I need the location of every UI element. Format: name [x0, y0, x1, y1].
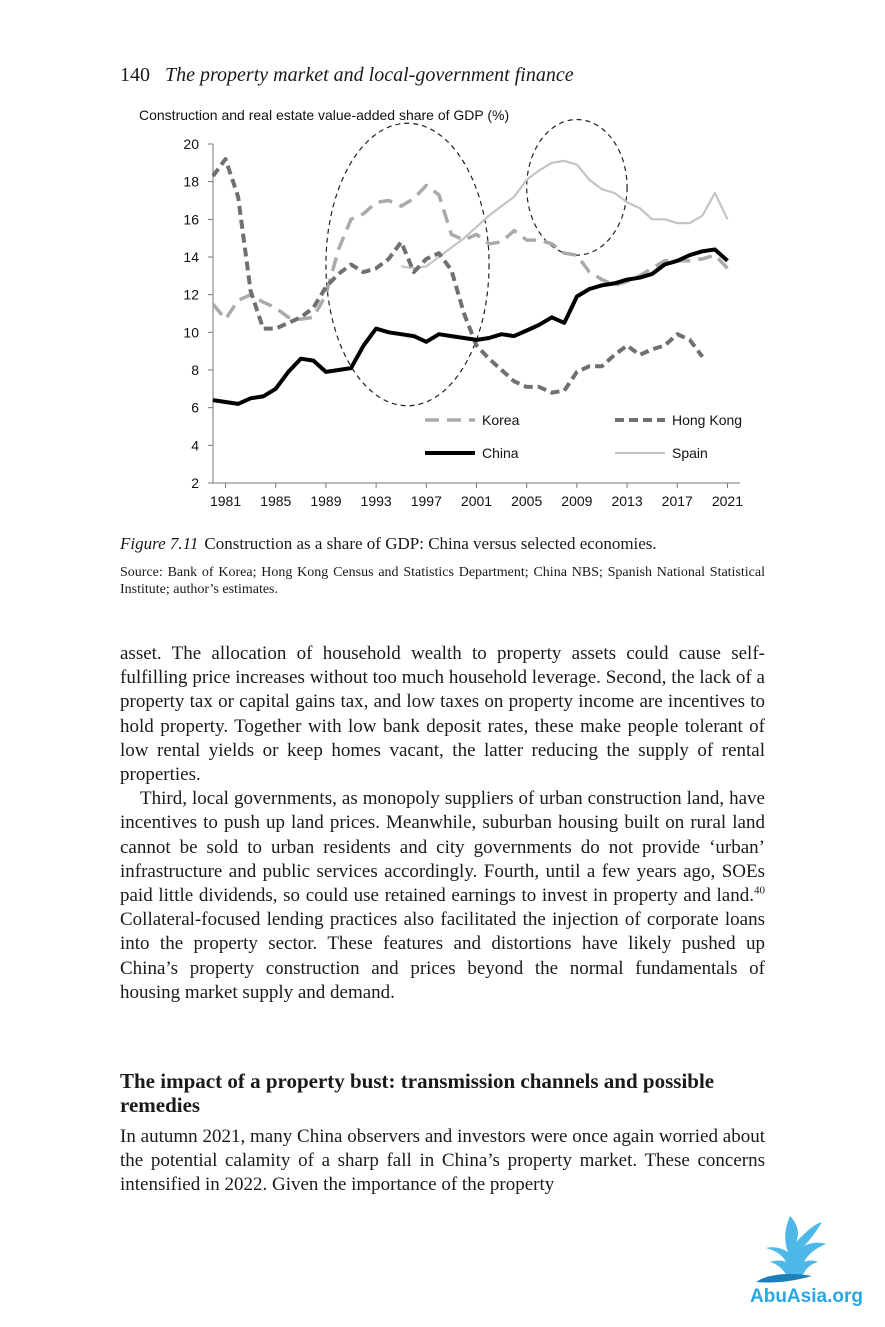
- figure-caption: Figure 7.11 Construction as a share of GD…: [120, 534, 765, 554]
- figure-chart: Construction and real estate value-added…: [130, 100, 750, 520]
- watermark-logo: AbuAsia.org: [748, 1210, 884, 1310]
- footnote-marker[interactable]: 40: [754, 884, 765, 897]
- series-line-korea: [211, 183, 729, 321]
- x-tick-label: 2021: [712, 493, 743, 509]
- section-heading: The impact of a property bust: transmiss…: [120, 1069, 715, 1117]
- x-tick-label: 1997: [411, 493, 442, 509]
- chart-series: [211, 157, 729, 406]
- chart-axes: 2 4 6 8 10 12 14 16 18 20 1981 1985 1989 1993 1997 2001…: [183, 136, 743, 509]
- y-tick-label: 6: [191, 400, 199, 416]
- y-tick-label: 12: [183, 287, 199, 303]
- figure-caption-text: Construction as a share of GDP: China ve…: [204, 534, 657, 553]
- series-line-china: [212, 247, 729, 406]
- figure-label: Figure 7.11: [120, 534, 199, 553]
- chart-legend: Korea Hong Kong China Spain: [425, 412, 742, 461]
- chart-svg: Construction and real estate value-added…: [139, 107, 743, 509]
- x-tick-label: 1985: [260, 493, 291, 509]
- legend-label-korea: Korea: [482, 412, 520, 428]
- body-text-block: asset. The allocation of household wealt…: [120, 642, 765, 1005]
- x-tick-label: 2005: [511, 493, 542, 509]
- dashed-ellipse-annotation: [325, 122, 490, 407]
- legend-label-china: China: [482, 445, 519, 461]
- x-tick-label: 1993: [361, 493, 392, 509]
- eagle-logo-icon: [756, 1216, 826, 1283]
- paragraph-text: Third, local governments, as monopoly su…: [120, 788, 765, 907]
- series-line-spain: [401, 159, 729, 270]
- chart-annotations: [325, 118, 628, 407]
- y-tick-label: 10: [183, 324, 199, 340]
- x-tick-label: 1989: [310, 493, 341, 509]
- series-line-hong-kong: [211, 157, 705, 395]
- y-tick-label: 4: [191, 437, 199, 453]
- y-tick-label: 16: [183, 211, 199, 227]
- x-tick-label: 2001: [461, 493, 492, 509]
- dashed-ellipse-annotation: [526, 118, 628, 256]
- legend-label-hong-kong: Hong Kong: [672, 412, 742, 428]
- y-tick-label: 18: [183, 174, 199, 190]
- x-tick-label: 2017: [662, 493, 693, 509]
- paragraph: In autumn 2021, many China observers and…: [120, 1126, 765, 1196]
- paragraph-text: Collateral-focused lending practices als…: [120, 909, 765, 1003]
- running-head: 140 The property market and local-govern…: [120, 64, 574, 87]
- x-tick-label: 1981: [210, 493, 241, 509]
- y-tick-label: 20: [183, 136, 199, 152]
- figure-source: Source: Bank of Korea; Hong Kong Census …: [120, 565, 765, 597]
- page-number: 140: [120, 64, 150, 86]
- chart-title: Construction and real estate value-added…: [139, 107, 509, 123]
- x-tick-label: 2013: [611, 493, 642, 509]
- legend-label-spain: Spain: [672, 445, 708, 461]
- y-tick-label: 8: [191, 362, 199, 378]
- paragraph: asset. The allocation of household wealt…: [120, 643, 765, 786]
- body-text-block: In autumn 2021, many China observers and…: [120, 1125, 765, 1198]
- y-tick-label: 14: [183, 249, 199, 265]
- watermark-text: AbuAsia.org: [750, 1286, 863, 1307]
- y-tick-label: 2: [191, 475, 199, 491]
- x-tick-label: 2009: [561, 493, 592, 509]
- running-head-title: The property market and local-government…: [165, 64, 574, 86]
- paragraph: Third, local governments, as monopoly su…: [120, 787, 765, 1005]
